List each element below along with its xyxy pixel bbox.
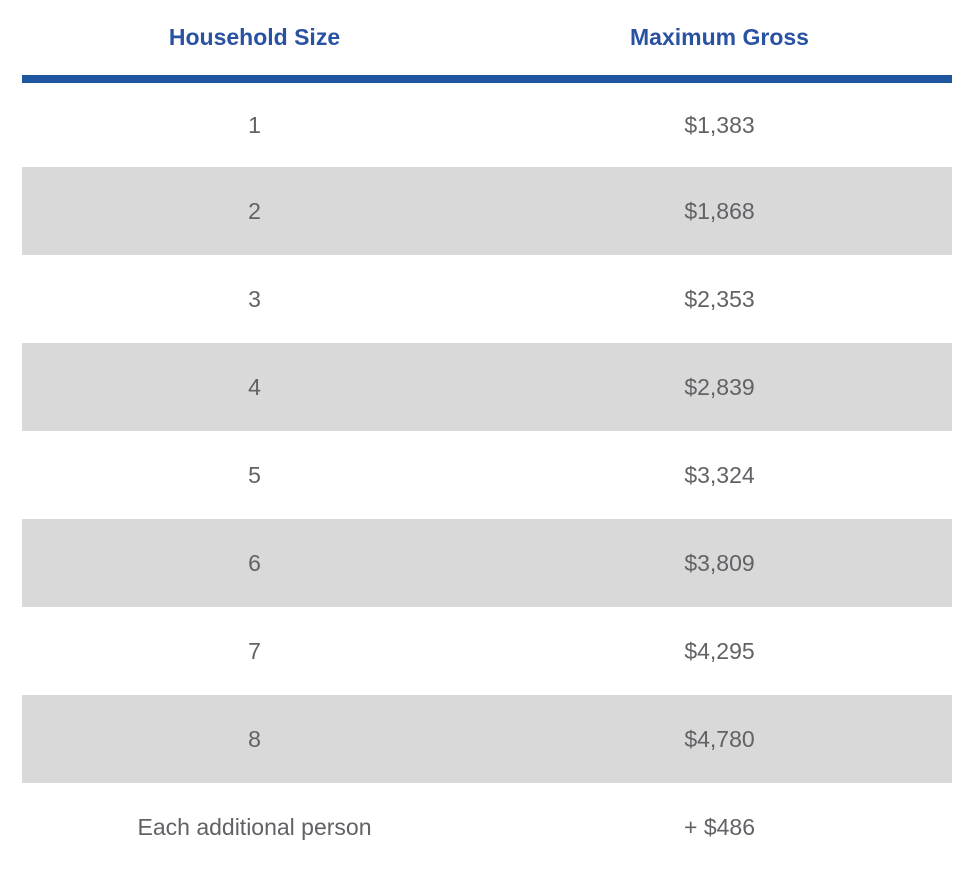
column-header-household-size: Household Size [22,0,487,83]
table-row: 2 $1,868 [22,167,952,255]
household-size-cell: 5 [248,461,261,488]
maximum-gross-cell: + $486 [684,813,755,840]
table-row: 5 $3,324 [22,431,952,519]
household-size-cell: Each additional person [137,813,372,840]
header-row: Household Size Maximum Gross [22,0,952,83]
maximum-gross-cell: $1,383 [684,111,755,138]
household-size-cell: 4 [22,343,487,431]
household-size-cell: 3 [248,285,261,312]
table-row: 4 $2,839 [22,343,952,431]
household-size-cell: 6 [22,519,487,607]
household-size-cell: 1 [248,111,261,138]
maximum-gross-cell: $4,780 [487,695,952,783]
table-header: Household Size Maximum Gross [22,0,952,83]
table-row: 6 $3,809 [22,519,952,607]
table-row: 7 $4,295 [22,607,952,695]
column-header-maximum-gross: Maximum Gross [487,0,952,83]
household-size-cell: 8 [22,695,487,783]
maximum-gross-cell: $3,324 [684,461,755,488]
household-size-cell: 2 [22,167,487,255]
table-body: 1 $1,383 2 $1,868 3 $2,353 4 $2,839 5 $3… [22,79,952,871]
household-size-cell: 7 [248,637,261,664]
maximum-gross-cell: $2,839 [487,343,952,431]
maximum-gross-cell: $1,868 [487,167,952,255]
table-row: Each additional person + $486 [22,783,952,871]
maximum-gross-cell: $3,809 [487,519,952,607]
income-limits-table: Household Size Maximum Gross 1 $1,383 2 … [22,0,952,871]
table-row: 1 $1,383 [22,79,952,167]
table-row: 3 $2,353 [22,255,952,343]
maximum-gross-cell: $4,295 [684,637,755,664]
table-row: 8 $4,780 [22,695,952,783]
maximum-gross-cell: $2,353 [684,285,755,312]
